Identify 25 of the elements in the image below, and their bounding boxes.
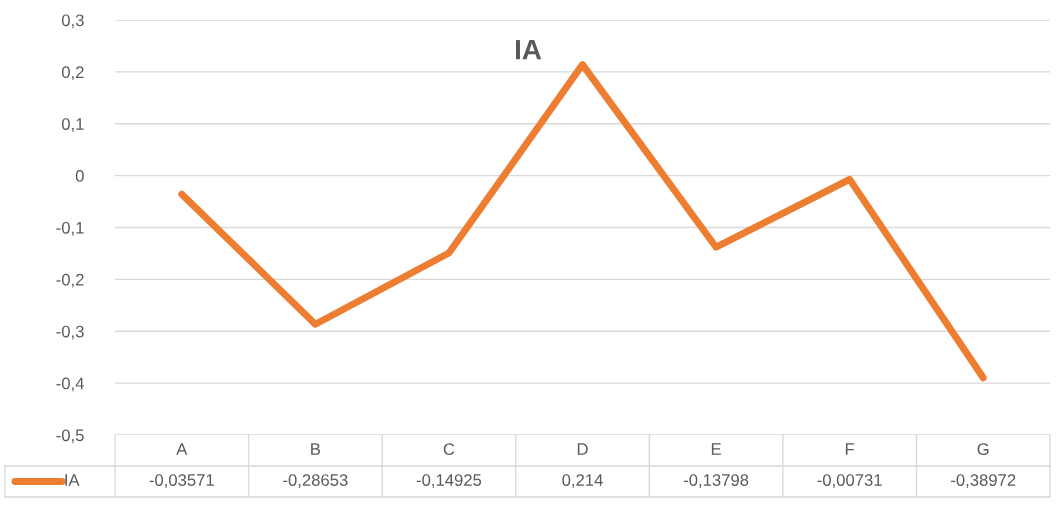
y-tick-label: -0,2 — [56, 273, 84, 288]
text: IA — [515, 40, 542, 60]
x-tick-label: B — [311, 443, 321, 455]
data-label: -0,03571 — [149, 474, 214, 488]
x-tick-label: E — [711, 443, 721, 455]
x-tick-label: A — [176, 443, 188, 455]
x-tick-label: G — [977, 443, 989, 455]
y-tick-label: 0,1 — [61, 118, 84, 132]
y-tick-label: 0 — [75, 170, 84, 182]
y-tick-label: 0,2 — [61, 66, 84, 81]
data-label: -0,00731 — [817, 474, 882, 488]
y-tick-label: -0,4 — [56, 377, 84, 392]
data-label: -0,38972 — [951, 474, 1016, 488]
data-label: -0,13798 — [683, 474, 749, 488]
y-tick-label: 0,3 — [61, 14, 84, 29]
x-tick-label: C — [443, 443, 455, 455]
y-tick-label: -0,3 — [56, 325, 84, 340]
data-label: -0,28653 — [283, 474, 348, 488]
data-label: 0,214 — [562, 474, 603, 488]
y-tick-label: -0,1 — [56, 221, 84, 236]
y-tick-label: -0,5 — [56, 429, 84, 444]
data-label: -0,14925 — [416, 474, 482, 488]
legend-label: IA — [65, 474, 80, 486]
x-tick-label: F — [845, 443, 855, 455]
x-tick-label: D — [577, 443, 588, 455]
